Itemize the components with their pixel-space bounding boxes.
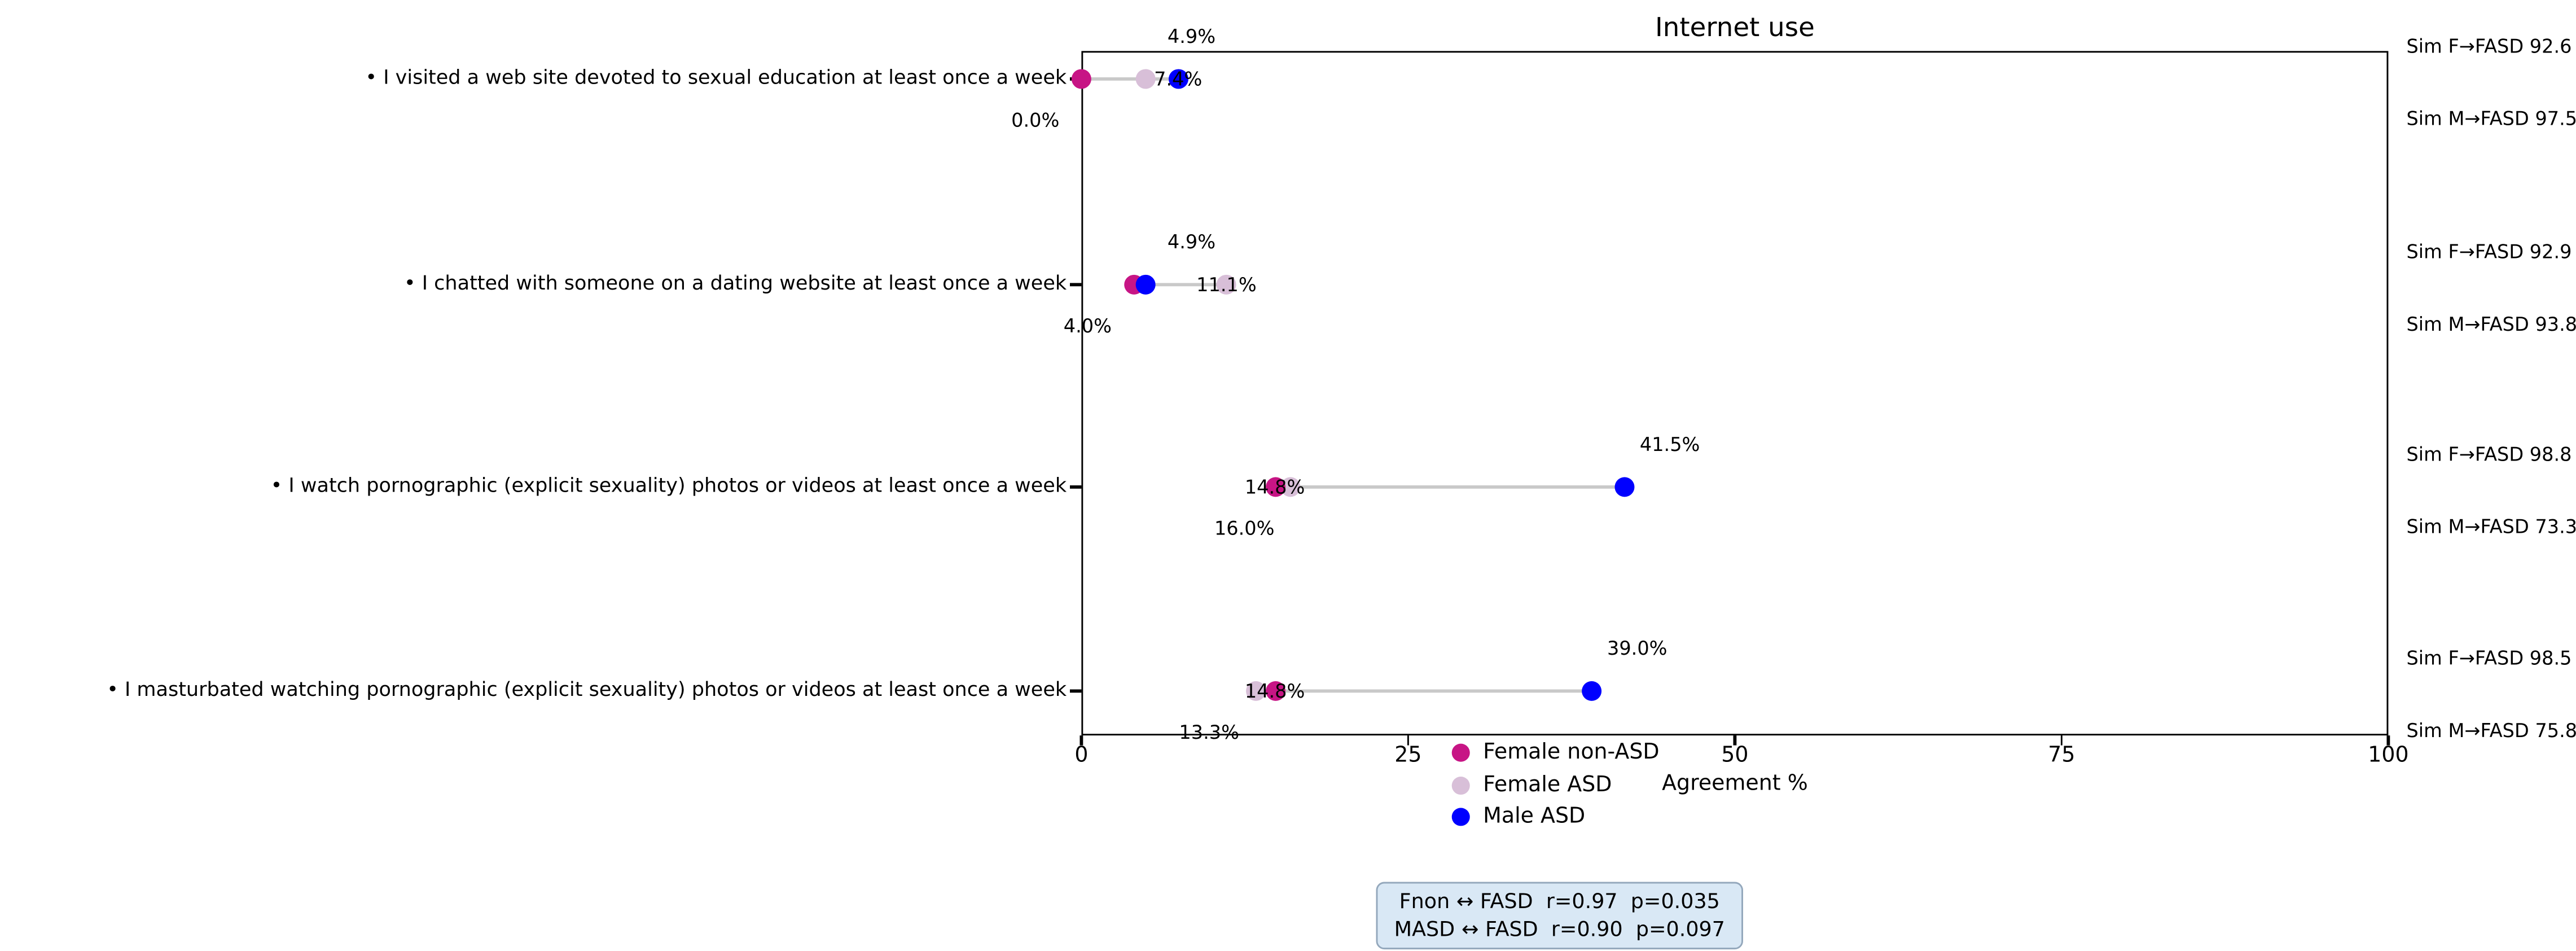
stats-annotation-box: Fnon ↔ FASD r=0.97 p=0.035 MASD ↔ FASD r… <box>1376 882 1744 950</box>
value-label: 4.9% <box>1167 24 1216 48</box>
legend: Female non-ASD Female ASD Male ASD <box>1451 740 1660 830</box>
stats-line-1: Fnon ↔ FASD r=0.97 p=0.035 <box>1399 888 1720 913</box>
category-label: • I chatted with someone on a dating web… <box>403 271 1067 295</box>
data-point-female-non-asd <box>1265 681 1285 701</box>
legend-marker-female-non-asd <box>1451 743 1470 762</box>
data-point-female-non-asd <box>1071 69 1091 89</box>
legend-item: Female ASD <box>1451 772 1660 797</box>
y-tick <box>1069 283 1082 286</box>
value-label: 7.4% <box>1154 67 1203 91</box>
x-tick-label: 25 <box>1394 743 1422 769</box>
data-point-female-asd <box>1216 274 1236 295</box>
x-tick-label: 75 <box>2048 743 2075 769</box>
data-point-male-asd <box>1135 274 1156 295</box>
value-label: 4.9% <box>1167 230 1216 253</box>
category-label: • I visited a web site devoted to sexual… <box>365 65 1067 89</box>
stats-line-2: MASD ↔ FASD r=0.90 p=0.097 <box>1394 915 1725 941</box>
chart-title: Internet use <box>1655 11 1815 43</box>
sim-annotation: Sim F→FASD 92.6 <box>2406 34 2572 58</box>
x-tick-label: 100 <box>2368 743 2409 769</box>
data-point-female-asd <box>1135 69 1156 89</box>
category-label: • I watch pornographic (explicit sexuali… <box>270 474 1067 497</box>
sim-annotation: Sim F→FASD 98.8 <box>2406 442 2572 466</box>
x-tick <box>1407 735 1410 746</box>
x-tick <box>2387 735 2390 746</box>
legend-marker-female-asd <box>1451 775 1470 794</box>
connector-line <box>1081 77 1178 81</box>
legend-marker-male-asd <box>1451 808 1470 826</box>
connector-line <box>1255 690 1591 693</box>
value-label: 13.3% <box>1179 720 1240 744</box>
data-point-male-asd <box>1581 681 1601 701</box>
y-tick <box>1069 690 1082 693</box>
connector-line <box>1134 283 1227 286</box>
data-point-male-asd <box>1614 477 1634 497</box>
x-tick <box>2060 735 2063 746</box>
legend-item: Female non-ASD <box>1451 740 1660 765</box>
legend-label: Male ASD <box>1483 804 1586 830</box>
sim-annotation: Sim M→FASD 73.3 <box>2406 515 2576 538</box>
value-label: 11.1% <box>1196 273 1257 296</box>
x-tick-label: 0 <box>1074 743 1089 769</box>
value-label: 14.8% <box>1244 475 1305 499</box>
value-label: 14.8% <box>1244 679 1305 703</box>
y-tick <box>1069 485 1082 489</box>
data-point-female-asd <box>1245 681 1265 701</box>
legend-label: Female non-ASD <box>1483 740 1660 765</box>
legend-item: Male ASD <box>1451 804 1660 830</box>
category-label: • I masturbated watching pornographic (e… <box>107 678 1067 701</box>
sim-annotation: Sim M→FASD 75.8 <box>2406 718 2576 742</box>
plot-area <box>1081 51 2389 736</box>
sim-annotation: Sim F→FASD 98.5 <box>2406 646 2572 670</box>
x-tick-label: 50 <box>1721 743 1749 769</box>
connector-line <box>1275 485 1624 489</box>
value-label: 4.0% <box>1063 314 1112 338</box>
value-label: 16.0% <box>1214 516 1275 540</box>
value-label: 0.0% <box>1011 108 1060 132</box>
value-label: 39.0% <box>1607 637 1667 660</box>
value-label: 41.5% <box>1639 432 1700 456</box>
x-axis-label: Agreement % <box>1662 772 1808 796</box>
legend-label: Female ASD <box>1483 772 1612 797</box>
x-tick <box>1734 735 1736 746</box>
sim-annotation: Sim M→FASD 97.5 <box>2406 107 2576 130</box>
x-tick <box>1080 735 1083 746</box>
data-point-male-asd <box>1168 69 1188 89</box>
sim-annotation: Sim M→FASD 93.8 <box>2406 312 2576 336</box>
sim-annotation: Sim F→FASD 92.9 <box>2406 240 2572 264</box>
data-point-female-non-asd <box>1265 477 1285 497</box>
